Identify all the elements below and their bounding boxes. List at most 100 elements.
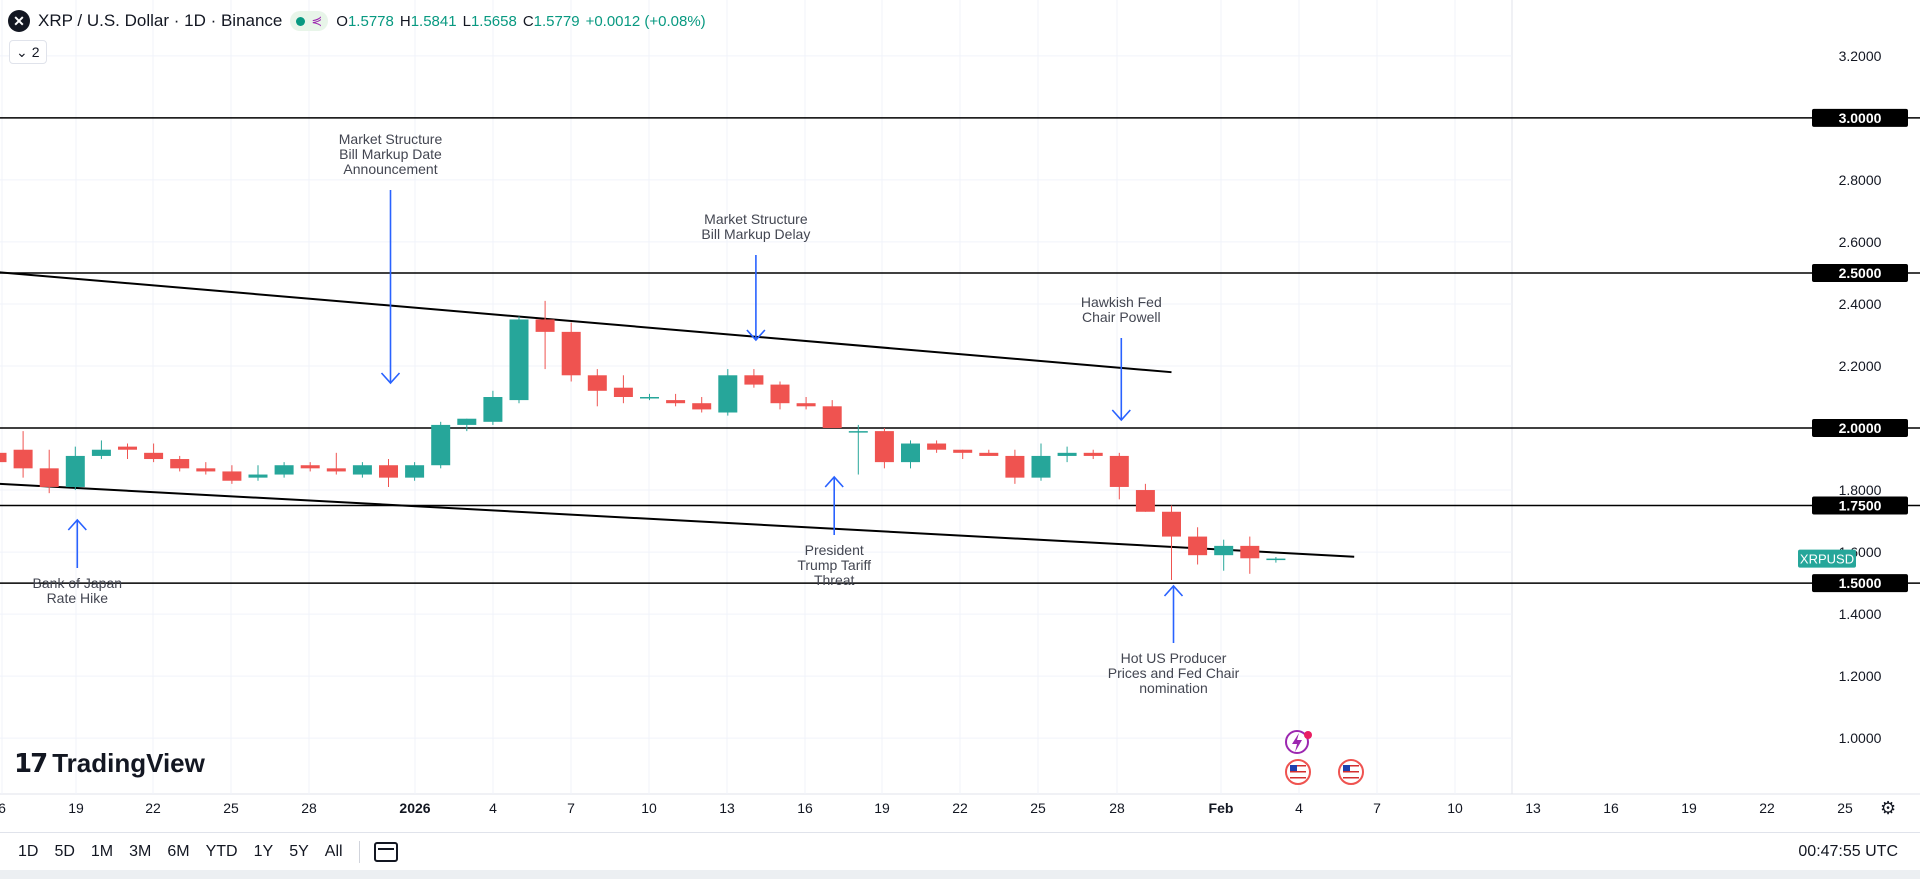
flag-stripe — [1290, 768, 1306, 770]
candle-body — [561, 331, 581, 376]
flag-stripe — [1290, 771, 1306, 773]
annotation[interactable]: Market Structure Bill Markup Date Announce… — [339, 131, 443, 385]
candle-body — [718, 375, 738, 413]
candle — [587, 369, 607, 407]
candle-body — [1083, 452, 1103, 456]
candle-body — [222, 471, 242, 481]
candle — [431, 421, 451, 469]
candle — [0, 452, 7, 463]
candle-body — [1162, 511, 1181, 537]
ohlc-values: O1.5778 H1.5841 L1.5658 C1.5779 +0.0012 … — [336, 12, 706, 30]
change-value: +0.0012 (+0.08%) — [585, 12, 706, 30]
y-tick-label: 2.8000 — [1839, 172, 1882, 188]
x-tick-label: 22 — [1759, 800, 1775, 816]
calendar-icon[interactable] — [373, 842, 398, 862]
candle-body — [352, 465, 372, 475]
annotation-line: Prices and Fed Chair — [1108, 665, 1240, 681]
y-tick-label: 2.4000 — [1839, 296, 1882, 312]
arrow-down-icon — [1111, 409, 1131, 422]
indicators-toggle[interactable]: ⌄ 2 — [9, 40, 47, 64]
annotation[interactable]: Hawkish Fed Chair Powell — [1081, 294, 1162, 422]
candles — [0, 300, 1286, 580]
status-pill[interactable]: ⋞ — [290, 11, 329, 31]
x-tick-label: 25 — [223, 800, 239, 816]
trendline — [0, 271, 1172, 374]
timeframe-6m[interactable]: 6M — [167, 843, 190, 860]
current-price-label: XRPUSD — [1800, 552, 1854, 567]
symbol-title[interactable]: XRP / U.S. Dollar · 1D · Binance — [38, 11, 283, 30]
annotation-text: Market Structure Bill Markup Date Announce… — [339, 131, 443, 177]
level-price-label: 1.5000 — [1839, 575, 1882, 591]
candle — [405, 462, 425, 481]
candle — [170, 455, 190, 472]
share-icon: ⋞ — [311, 13, 323, 28]
candle-body — [927, 443, 947, 450]
annotations: Bank of Japan Rate Hike Market Structure Bi… — [33, 131, 1240, 696]
candle — [1214, 539, 1234, 571]
us-flag-event-icon[interactable] — [1338, 759, 1364, 785]
annotation[interactable]: Hot US Producer Prices and Fed Chair nomin… — [1108, 584, 1240, 696]
candle-body — [796, 403, 816, 407]
candle — [979, 449, 999, 456]
candle-body — [1135, 490, 1155, 512]
timeframe-1y[interactable]: 1Y — [253, 843, 274, 860]
timeframe-5d[interactable]: 5D — [54, 843, 75, 860]
x-tick-label: 13 — [719, 800, 735, 816]
candle-body — [39, 468, 59, 487]
candle-body — [170, 459, 190, 469]
flag-stripe — [1343, 777, 1359, 779]
arrow-up-icon — [67, 518, 87, 531]
timeframe-3m[interactable]: 3M — [129, 843, 152, 860]
us-flag-event-icon[interactable] — [1285, 759, 1311, 785]
annotation-line: Market Structure — [339, 131, 443, 147]
candle — [1083, 449, 1103, 460]
annotation[interactable]: President Trump Tariff Threat — [797, 475, 871, 588]
annotation[interactable]: Bank of Japan Rate Hike — [33, 518, 123, 606]
candle — [352, 462, 372, 478]
y-tick-label: 1.4000 — [1839, 606, 1882, 622]
toolbar-divider — [358, 841, 360, 863]
y-tick-label: 3.2000 — [1839, 48, 1882, 64]
annotation-text: Hot US Producer Prices and Fed Chair nomin… — [1108, 650, 1240, 696]
timeframe-ytd[interactable]: YTD — [205, 843, 238, 860]
candle-body — [483, 397, 503, 422]
candle — [13, 431, 33, 478]
candle-body — [901, 443, 920, 463]
y-tick-label: 2.6000 — [1839, 234, 1882, 250]
candle-body — [640, 397, 659, 399]
candle — [770, 381, 790, 410]
candle — [1135, 483, 1155, 512]
timeframe-all[interactable]: All — [324, 843, 343, 860]
candle — [509, 316, 529, 404]
timeframe-5y[interactable]: 5Y — [289, 843, 309, 860]
lightning-event-icon[interactable] — [1285, 730, 1312, 754]
timeframe-1d[interactable]: 1D — [18, 843, 39, 860]
price-axis[interactable]: 3.20002.80002.60002.40002.20001.80001.60… — [1798, 48, 1908, 746]
annotation[interactable]: Market Structure Bill Markup Delay — [701, 211, 810, 342]
level-price-tag — [1812, 496, 1908, 515]
time-axis[interactable]: 6 19 22 25 28 2026 4 7 10 13 16 19 22 25 28 Feb 4 7 10 13 16… — [0, 800, 1853, 816]
candle — [718, 369, 738, 416]
flag-stripe — [1343, 765, 1359, 767]
candle — [901, 440, 920, 469]
x-tick-label: Feb — [1209, 800, 1234, 816]
candle — [222, 465, 242, 484]
flag-stripe — [1343, 774, 1359, 776]
candle — [118, 443, 137, 460]
candle-body — [613, 387, 633, 397]
x-tick-label: 16 — [1603, 800, 1619, 816]
candle-body — [457, 418, 477, 425]
event-markers[interactable] — [1285, 730, 1364, 785]
candle-body — [300, 465, 320, 469]
tradingview-logo[interactable]: 𝟭𝟳 TradingView — [14, 748, 205, 779]
y-tick-label: 1.2000 — [1839, 668, 1882, 684]
annotation-line: President — [805, 542, 864, 558]
x-tick-label: 4 — [1295, 800, 1303, 816]
utc-clock[interactable]: 00:47:55 UTC — [1798, 843, 1898, 860]
settings-gear-icon[interactable]: ⚙ — [1880, 798, 1897, 818]
x-close-icon[interactable]: ✕ — [8, 10, 30, 32]
timeframe-1m[interactable]: 1M — [90, 843, 114, 860]
candle-body — [1240, 545, 1260, 559]
candle-body — [535, 319, 555, 332]
